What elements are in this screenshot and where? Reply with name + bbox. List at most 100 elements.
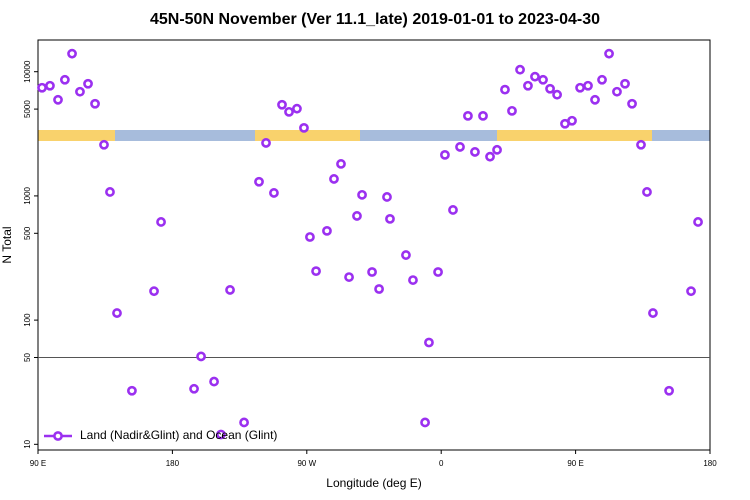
point	[515, 64, 525, 75]
point	[37, 82, 47, 93]
y-tick-label: 500	[23, 226, 32, 240]
point	[209, 376, 219, 387]
x-tick-label: 90 W	[297, 459, 316, 468]
point	[552, 89, 562, 100]
point	[575, 82, 585, 93]
point	[329, 174, 339, 184]
point	[357, 189, 367, 200]
point	[693, 217, 703, 227]
point	[189, 383, 199, 394]
x-tick-label: 90 E	[567, 459, 583, 468]
point	[408, 275, 418, 285]
point	[686, 286, 696, 297]
point	[83, 78, 93, 89]
point	[269, 188, 279, 198]
point	[620, 78, 630, 89]
point	[196, 351, 206, 362]
point	[105, 187, 115, 197]
y-tick-label: 10000	[23, 60, 32, 83]
y-tick-label: 1000	[23, 186, 32, 204]
point	[112, 308, 122, 318]
point	[597, 74, 607, 85]
y-tick-label: 100	[23, 313, 32, 327]
point	[420, 417, 430, 428]
land-band	[38, 130, 115, 141]
point	[59, 74, 70, 85]
point	[424, 337, 434, 348]
point	[344, 272, 354, 282]
point	[322, 225, 332, 236]
point	[277, 99, 287, 110]
point	[627, 98, 637, 109]
chart-title: 45N-50N November (Ver 11.1_late) 2019-01…	[150, 11, 600, 28]
point	[523, 80, 533, 91]
y-tick-label: 50	[23, 353, 32, 362]
point	[401, 250, 411, 260]
point	[664, 385, 674, 396]
point	[45, 80, 55, 91]
point	[507, 105, 517, 116]
point	[440, 149, 450, 160]
point	[470, 147, 480, 157]
land-band	[255, 130, 360, 141]
point	[99, 139, 109, 150]
x-tick-label: 90 E	[30, 459, 46, 468]
point	[604, 48, 614, 59]
point	[239, 417, 249, 428]
point	[374, 284, 384, 294]
x-tick-label: 0	[439, 459, 444, 468]
point	[448, 205, 458, 215]
y-tick-label: 5000	[23, 100, 32, 118]
point	[382, 192, 392, 202]
point	[225, 285, 235, 295]
ocean-band	[38, 130, 710, 141]
point	[292, 103, 302, 114]
land-ocean-band	[38, 130, 710, 141]
point	[545, 83, 555, 94]
x-axis-label: Longitude (deg E)	[326, 476, 421, 490]
point	[261, 138, 271, 148]
point	[455, 142, 465, 152]
point	[433, 267, 443, 277]
point	[530, 71, 540, 82]
point	[284, 106, 294, 117]
point	[463, 110, 473, 121]
point	[478, 110, 488, 121]
point	[648, 308, 658, 318]
y-tick-label: 10	[23, 439, 32, 448]
point	[67, 48, 77, 59]
point	[53, 94, 63, 105]
point	[127, 385, 137, 396]
point	[311, 266, 321, 277]
point	[305, 232, 315, 242]
point	[485, 151, 495, 162]
point	[90, 98, 100, 109]
point	[538, 74, 548, 85]
point	[500, 84, 510, 95]
point	[336, 159, 346, 169]
point	[367, 267, 377, 277]
point	[612, 86, 622, 97]
point	[254, 176, 264, 187]
point	[156, 217, 166, 227]
point	[492, 144, 502, 155]
point	[583, 80, 593, 91]
point	[590, 94, 600, 105]
point	[567, 115, 577, 126]
legend-label: Land (Nadir&Glint) and Ocean (Glint)	[80, 428, 277, 442]
point	[385, 213, 395, 224]
x-tick-label: 180	[703, 459, 717, 468]
plot-frame	[37, 39, 711, 451]
point	[149, 286, 159, 297]
point	[216, 429, 226, 440]
y-axis-label: N Total	[0, 226, 14, 263]
legend-marker	[53, 431, 63, 441]
point	[642, 187, 652, 197]
point	[75, 86, 85, 97]
point	[636, 139, 646, 150]
point	[352, 211, 362, 221]
point	[299, 122, 309, 133]
x-tick-label: 180	[166, 459, 180, 468]
land-band	[497, 130, 652, 141]
